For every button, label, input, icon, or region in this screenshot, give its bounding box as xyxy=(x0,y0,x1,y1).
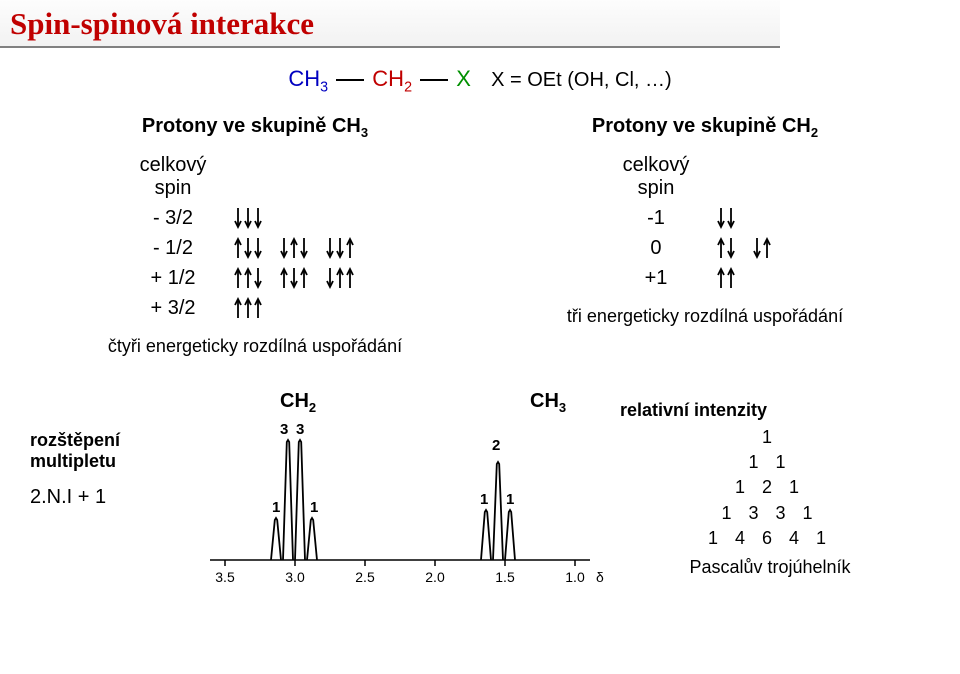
split-block: rozštěpení multipletu 2.N.I + 1 xyxy=(0,390,180,610)
svg-text:3: 3 xyxy=(280,421,288,438)
bond-2 xyxy=(420,79,448,81)
pascal-triangle: 11 11 2 11 3 3 11 4 6 4 1 xyxy=(620,425,920,551)
pascal-row: 1 2 1 xyxy=(620,475,920,500)
arrow-group xyxy=(703,264,799,292)
pascal-heading: relativní intenzity xyxy=(620,400,920,421)
pascal-row: 1 1 xyxy=(620,450,920,475)
spin-value: + 1/2 xyxy=(128,264,219,292)
spin-value: - 3/2 xyxy=(128,204,219,232)
arrow-group xyxy=(220,294,382,322)
pascal-row: 1 3 3 1 xyxy=(620,501,920,526)
pascal-row: 1 4 6 4 1 xyxy=(620,526,920,551)
pascal-row: 1 xyxy=(620,425,920,450)
page-title: Spin-spinová interakce xyxy=(10,6,314,41)
molecule-formula: CH3 CH2 X X = OEt (OH, Cl, …) xyxy=(0,66,960,95)
svg-text:2.0: 2.0 xyxy=(425,569,445,585)
bond-1 xyxy=(336,79,364,81)
arrow-group xyxy=(703,234,799,262)
title-bar: Spin-spinová interakce xyxy=(0,0,780,48)
bottom-section: rozštěpení multipletu 2.N.I + 1 CH2 CH3 … xyxy=(0,390,960,610)
svg-text:δ: δ xyxy=(596,569,604,585)
svg-text:3.0: 3.0 xyxy=(285,569,305,585)
arrow-group xyxy=(220,204,382,232)
svg-text:2: 2 xyxy=(492,437,500,454)
split-formula: 2.N.I + 1 xyxy=(30,486,180,509)
col-ch3-heading: Protony ve skupině CH3 xyxy=(53,115,458,140)
ch2-label: CH2 xyxy=(372,66,412,91)
spectrum-label-ch2: CH2 xyxy=(280,390,316,415)
svg-text:3: 3 xyxy=(296,421,304,438)
spin-columns: Protony ve skupině CH3 celkovýspin - 3/2… xyxy=(0,115,960,357)
nmr-spectrum: CH2 CH3 3.5 3.0 2.5 2.0 1.5 1.0 δ 1 33 1 1 1 2 xyxy=(180,390,620,610)
formula-note: X = OEt (OH, Cl, …) xyxy=(491,69,672,91)
caption-ch3: čtyři energeticky rozdílná uspořádání xyxy=(53,336,458,357)
svg-text:1: 1 xyxy=(272,499,280,516)
spectrum-svg: 3.5 3.0 2.5 2.0 1.5 1.0 δ 1 33 1 1 1 2 xyxy=(180,390,620,610)
pascal-foot: Pascalův trojúhelník xyxy=(620,557,920,578)
svg-text:1: 1 xyxy=(506,491,514,508)
arrow-group xyxy=(220,234,382,262)
col-ch2-heading: Protony ve skupině CH2 xyxy=(503,115,908,140)
spin-table-ch3: celkovýspin - 3/2- 1/2+ 1/2+ 3/2 xyxy=(126,150,385,324)
col-ch2: Protony ve skupině CH2 celkovýspin -10+1… xyxy=(503,115,908,357)
spin-value: 0 xyxy=(611,234,702,262)
pascal-block: relativní intenzity 11 11 2 11 3 3 11 4 … xyxy=(620,390,920,610)
x-label: X xyxy=(456,66,471,91)
split-line2: multipletu xyxy=(30,451,180,472)
arrow-group xyxy=(220,264,382,292)
svg-text:1.5: 1.5 xyxy=(495,569,515,585)
arrow-group xyxy=(703,204,799,232)
svg-text:1: 1 xyxy=(480,491,488,508)
ch3-label: CH3 xyxy=(288,66,328,91)
spin-value: + 3/2 xyxy=(128,294,219,322)
split-line1: rozštěpení xyxy=(30,430,180,451)
svg-text:1: 1 xyxy=(310,499,318,516)
svg-text:2.5: 2.5 xyxy=(355,569,375,585)
col-ch3: Protony ve skupině CH3 celkovýspin - 3/2… xyxy=(53,115,458,357)
svg-text:1.0: 1.0 xyxy=(565,569,585,585)
spin-value: +1 xyxy=(611,264,702,292)
svg-text:3.5: 3.5 xyxy=(215,569,235,585)
spin-value: - 1/2 xyxy=(128,234,219,262)
spectrum-label-ch3: CH3 xyxy=(530,390,566,415)
spin-value: -1 xyxy=(611,204,702,232)
caption-ch2: tři energeticky rozdílná uspořádání xyxy=(503,306,908,327)
spin-table-ch2: celkovýspin -10+1 xyxy=(609,150,802,294)
